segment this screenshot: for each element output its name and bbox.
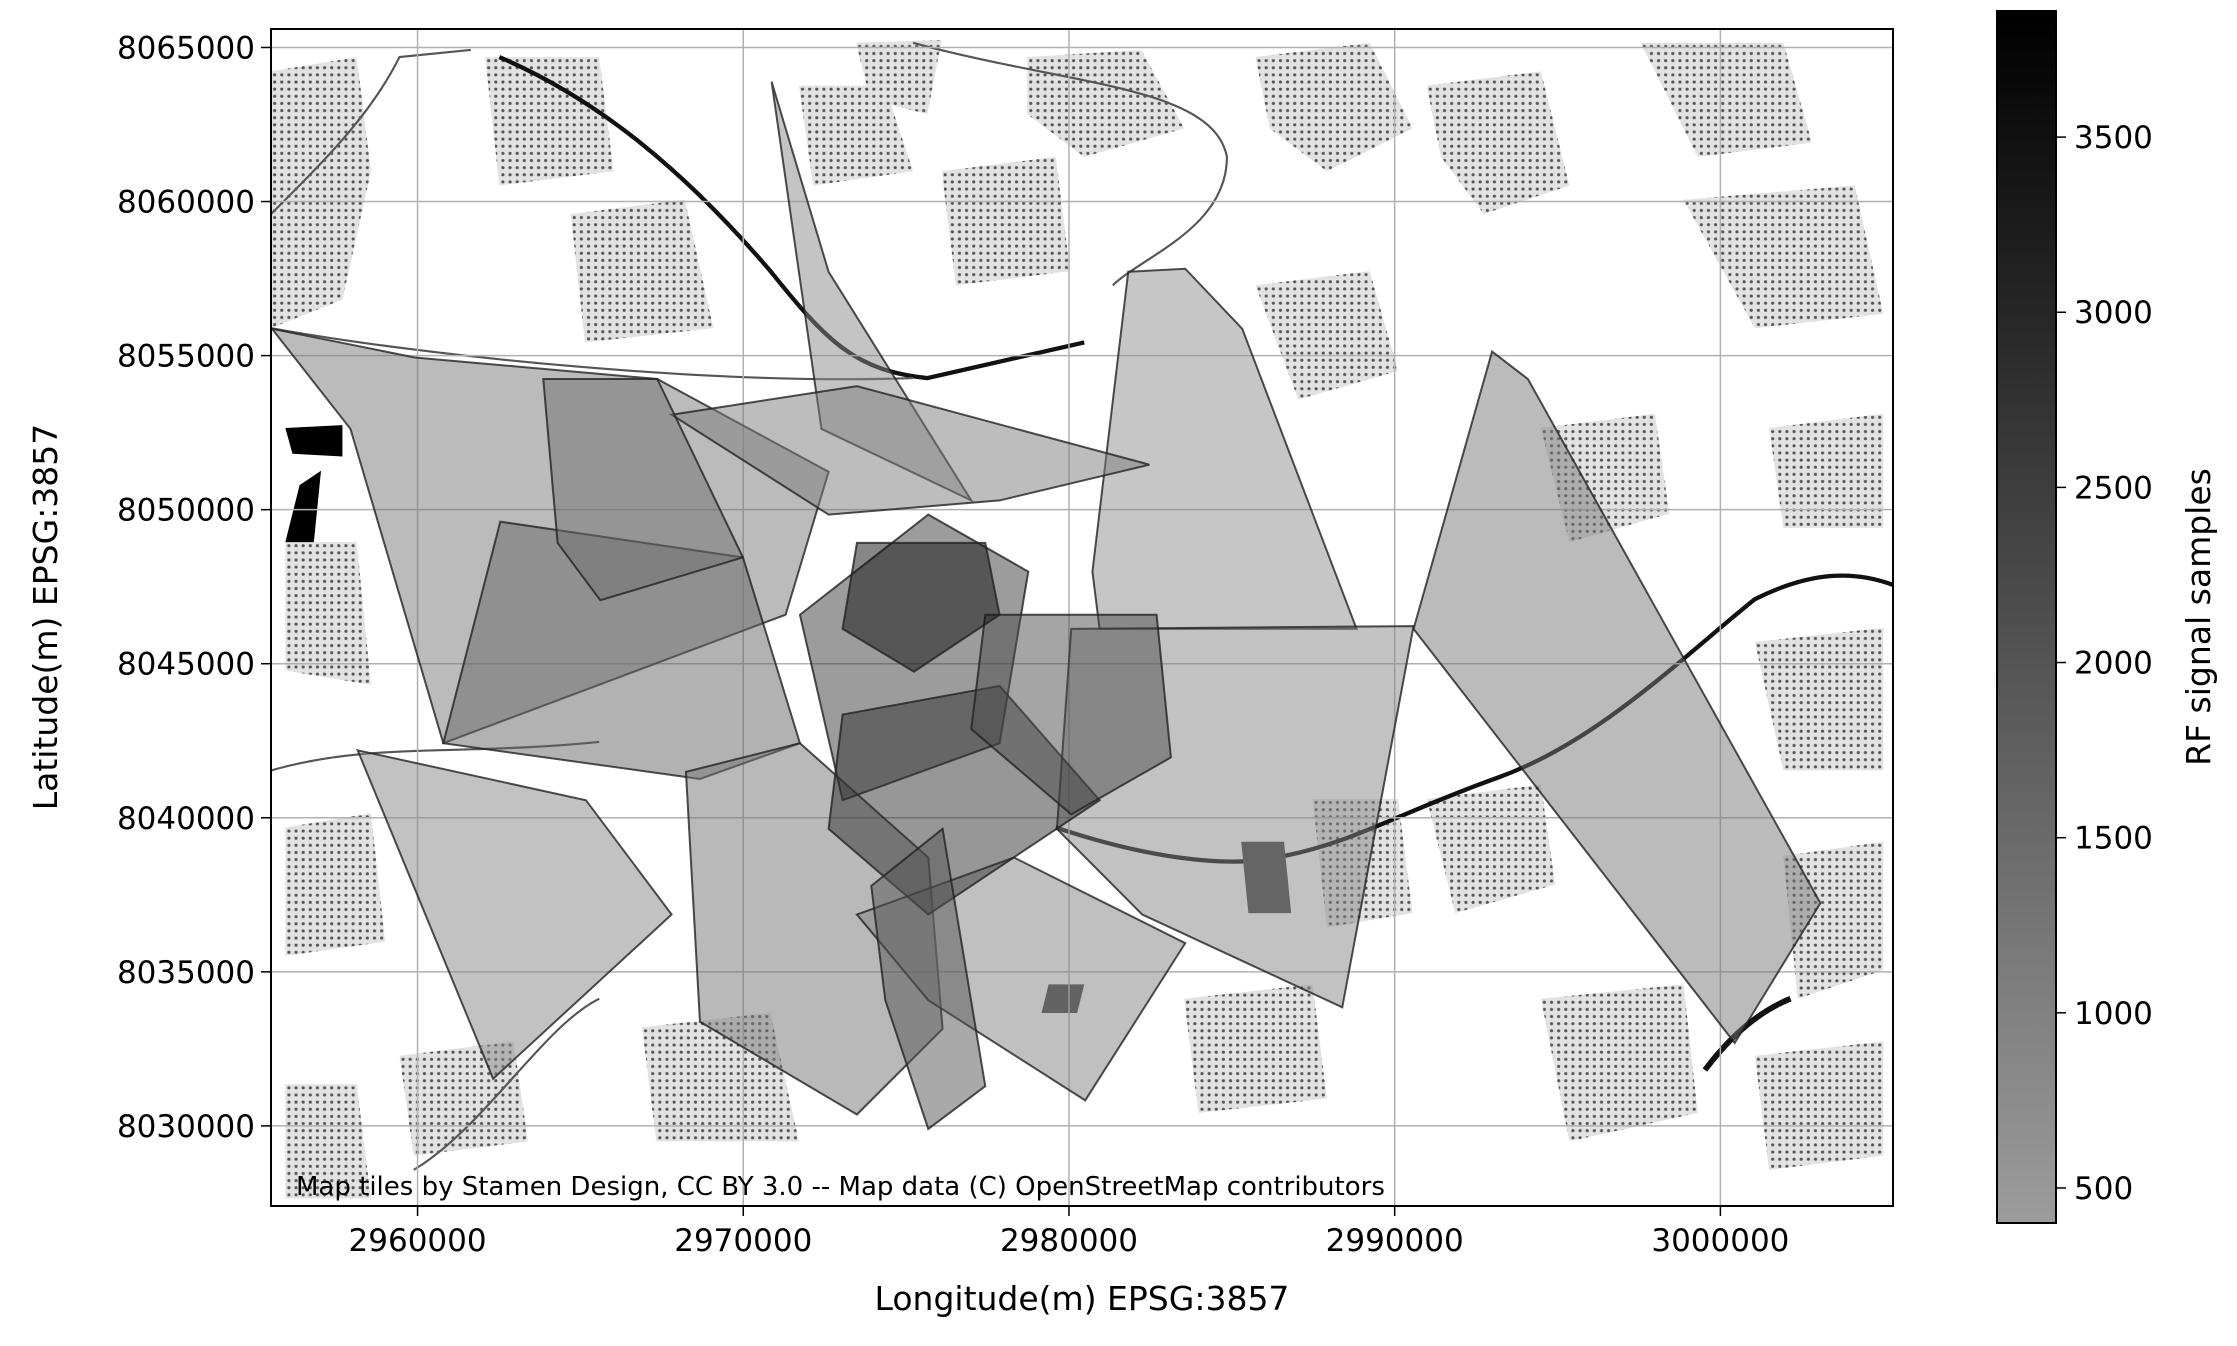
y-tick-label: 8055000 bbox=[117, 339, 255, 375]
colorbar-tick-label: 1500 bbox=[2074, 821, 2153, 857]
colorbar-tick-label: 1000 bbox=[2074, 996, 2153, 1032]
x-tick-label: 2970000 bbox=[674, 1223, 812, 1259]
colorbar-tick-label: 500 bbox=[2074, 1171, 2133, 1207]
x-tick-label: 3000000 bbox=[1651, 1223, 1789, 1259]
colorbar-tick-label: 2500 bbox=[2074, 470, 2153, 506]
x-tick-label: 2980000 bbox=[1000, 1223, 1138, 1259]
colorbar-label: RF signal samples bbox=[2179, 468, 2218, 766]
coverage-polygon bbox=[870, 827, 987, 1131]
colorbar bbox=[1996, 10, 2057, 1224]
coverage-polygon bbox=[355, 748, 673, 1081]
x-axis-label: Longitude(m) EPSG:3857 bbox=[875, 1279, 1290, 1318]
coverage-polygon bbox=[841, 541, 1001, 673]
y-tick-label: 8050000 bbox=[117, 493, 255, 529]
y-tick-label: 8040000 bbox=[117, 801, 255, 837]
y-tick-label: 8030000 bbox=[117, 1109, 255, 1145]
x-tick-label: 2960000 bbox=[349, 1223, 487, 1259]
plot-frame bbox=[270, 28, 1894, 1207]
y-axis-label: Latitude(m) EPSG:3857 bbox=[26, 424, 65, 811]
y-tick-label: 8045000 bbox=[117, 647, 255, 683]
coverage-polygon bbox=[668, 385, 1150, 516]
y-tick-label: 8065000 bbox=[117, 30, 255, 66]
x-tick-label: 2990000 bbox=[1326, 1223, 1464, 1259]
colorbar-tick-label: 3000 bbox=[2074, 295, 2153, 331]
colorbar-tick-label: 3500 bbox=[2074, 120, 2153, 156]
coverage-polygon bbox=[542, 378, 745, 602]
polygons bbox=[271, 81, 1822, 1131]
coverage-polygon bbox=[970, 613, 1172, 816]
y-tick-label: 8060000 bbox=[117, 185, 255, 221]
coverage-polygon bbox=[1412, 349, 1822, 1045]
colorbar-tick-label: 2000 bbox=[2074, 646, 2153, 682]
attribution: Map tiles by Stamen Design, CC BY 3.0 --… bbox=[296, 1172, 1385, 1202]
y-tick-label: 8035000 bbox=[117, 955, 255, 991]
